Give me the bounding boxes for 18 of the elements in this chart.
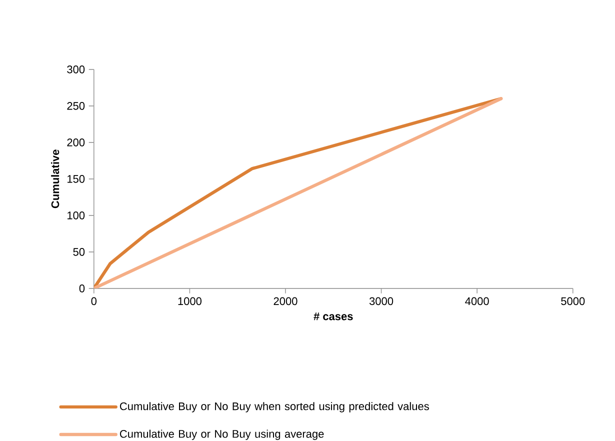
x-tick-label: 2000 [274,297,298,306]
x-tick-label: 4000 [465,297,489,306]
x-tick-label: 3000 [369,297,394,306]
legend-label: Cumulative Buy or No Buy when sorted using predicted values [120,402,429,412]
y-tick-label: 100 [68,212,85,220]
y-tick-label: 200 [67,138,85,146]
x-tick-label: 0 [91,297,97,306]
y-tick-label: 300 [67,66,85,74]
y-tick-label: 0 [79,284,85,292]
y-tick-label: 50 [73,248,85,256]
line-series [94,97,503,288]
legend-label: Cumulative Buy or No Buy using average [120,430,324,440]
y-axis-title: Cumulative [51,150,60,208]
y-tick-label: 150 [68,175,85,183]
x-axis-title: # cases [314,312,353,320]
y-tick-label: 250 [67,102,85,110]
x-tick-label: 5000 [561,297,585,306]
x-tick-label: 1000 [178,297,202,306]
